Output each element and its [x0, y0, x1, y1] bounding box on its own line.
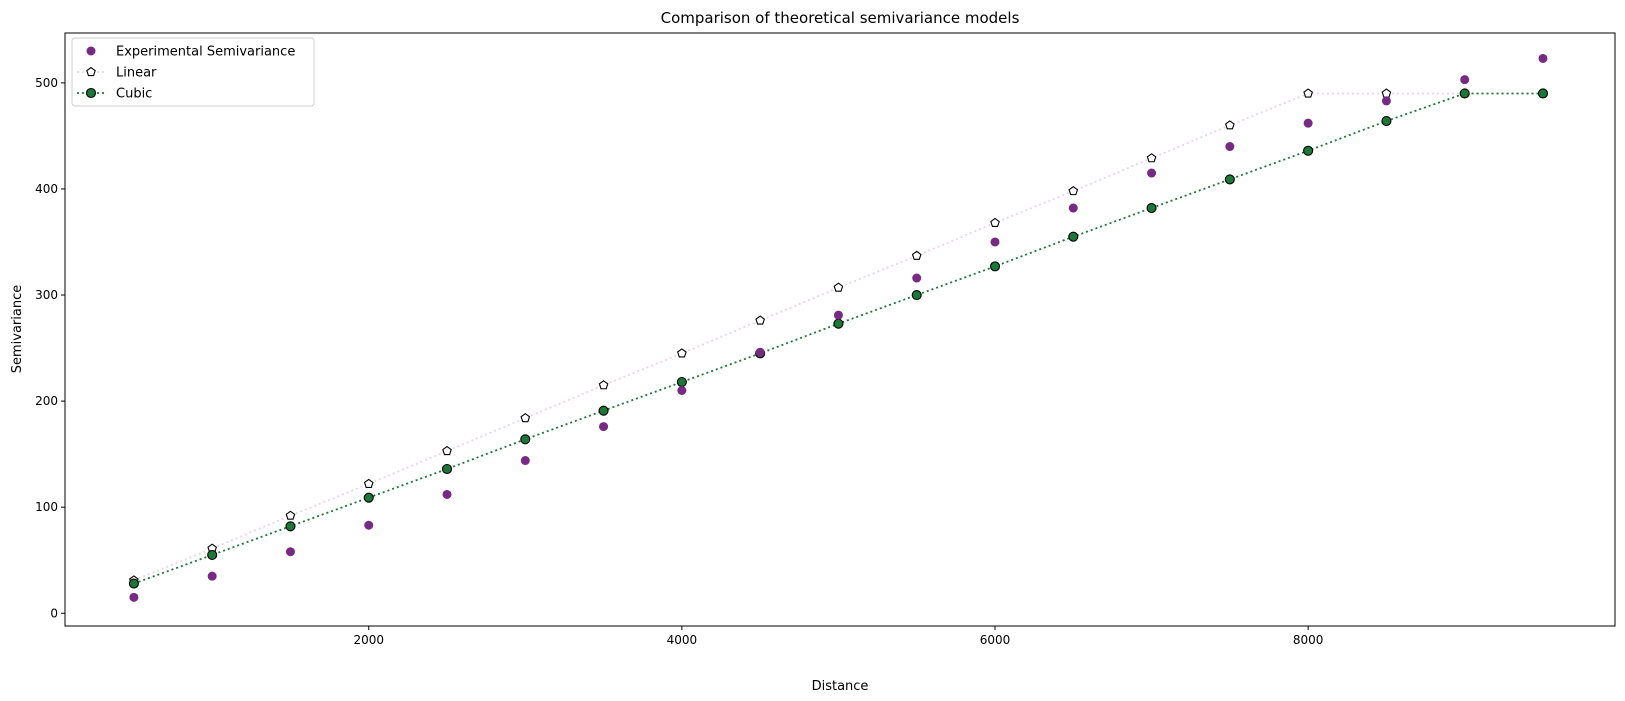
x-axis-ticks: 2000 4000 6000 8000 [353, 626, 1323, 647]
data-point [1303, 88, 1313, 98]
x-tick-label: 2000 [353, 633, 384, 647]
data-point [1460, 75, 1470, 85]
data-point [1224, 174, 1235, 185]
data-point [989, 261, 1001, 272]
data-point [598, 405, 609, 416]
series-linear [129, 88, 1548, 585]
legend-marker [86, 66, 96, 77]
data-point [598, 380, 609, 390]
data-point [677, 385, 687, 395]
data-point [1147, 168, 1157, 178]
data-point [1068, 203, 1078, 213]
y-tick-label: 0 [50, 606, 58, 620]
data-point [520, 434, 531, 445]
data-point [1225, 142, 1235, 152]
data-point [520, 413, 531, 423]
data-point [755, 315, 765, 325]
legend-label: Linear [116, 66, 157, 81]
x-axis-label: Distance [812, 679, 869, 694]
data-point [442, 489, 452, 499]
series-layer [128, 53, 1549, 602]
data-point [1146, 153, 1157, 163]
series-experimental-semivariance [129, 53, 1548, 602]
data-point [207, 571, 217, 581]
series-cubic [128, 88, 1549, 589]
legend-marker [86, 46, 96, 56]
legend-entry: Experimental Semivariance [86, 45, 295, 60]
data-point [833, 282, 844, 292]
data-point [912, 273, 922, 283]
x-tick-label: 8000 [1293, 633, 1324, 647]
x-tick-label: 4000 [667, 633, 698, 647]
plot-area [64, 32, 1616, 627]
data-point [441, 463, 453, 475]
data-point [363, 492, 374, 503]
data-point [833, 318, 844, 329]
data-point [1459, 88, 1470, 99]
y-tick-label: 100 [35, 500, 58, 514]
data-point [1303, 118, 1313, 128]
data-point [833, 310, 843, 320]
data-point [911, 250, 922, 260]
legend-label: Experimental Semivariance [116, 45, 295, 60]
data-point [442, 445, 452, 456]
y-tick-label: 500 [35, 76, 58, 90]
legend-marker [85, 87, 97, 99]
y-tick-label: 200 [35, 394, 58, 408]
data-point [285, 547, 295, 557]
axes-frame [64, 32, 1616, 627]
data-point [364, 520, 374, 530]
data-point [755, 347, 765, 357]
data-point [1381, 96, 1391, 106]
legend-label: Cubic [116, 87, 152, 102]
data-point [1225, 120, 1235, 130]
data-point [990, 237, 1000, 247]
data-point [677, 348, 687, 358]
data-point [363, 478, 374, 488]
data-point [285, 521, 296, 532]
data-point [1537, 88, 1549, 99]
data-point [1381, 115, 1392, 127]
y-tick-label: 300 [35, 288, 58, 302]
y-axis-ticks: 0 100 200 300 400 500 [35, 76, 65, 620]
y-axis-label: Semivariance [10, 285, 25, 374]
legend-entry: Cubic [77, 87, 152, 102]
data-point [128, 578, 139, 589]
data-point [911, 289, 922, 301]
data-point [207, 549, 218, 560]
data-point [1538, 53, 1548, 63]
data-point [1303, 145, 1314, 156]
legend-box [71, 37, 315, 107]
data-point [285, 510, 296, 520]
legend: Experimental Semivariance Linear Cubic [71, 37, 315, 107]
data-point [1146, 202, 1157, 214]
y-tick-label: 400 [35, 182, 58, 196]
data-point [1068, 231, 1079, 242]
data-point [599, 422, 609, 432]
data-point [129, 592, 139, 602]
data-point [676, 376, 687, 388]
data-point [520, 456, 530, 466]
data-point [1068, 185, 1079, 196]
legend-entry: Linear [77, 66, 157, 81]
data-point [990, 217, 1000, 227]
x-tick-label: 6000 [980, 633, 1011, 647]
chart-title: Comparison of theoretical semivariance m… [661, 9, 1020, 27]
